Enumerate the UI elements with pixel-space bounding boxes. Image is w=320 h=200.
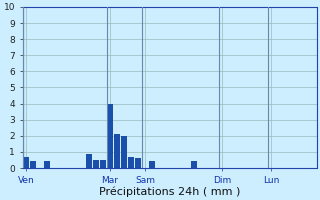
Bar	[100, 160, 106, 168]
Bar	[114, 134, 120, 168]
Bar	[191, 161, 197, 168]
Bar	[93, 160, 99, 168]
Bar	[30, 161, 36, 168]
Bar	[23, 157, 29, 168]
Bar	[86, 154, 92, 168]
X-axis label: Précipitations 24h ( mm ): Précipitations 24h ( mm )	[99, 186, 240, 197]
Bar	[135, 158, 141, 168]
Bar	[121, 136, 127, 168]
Bar	[44, 161, 50, 168]
Bar	[128, 157, 134, 168]
Bar	[149, 161, 155, 168]
Bar	[107, 104, 113, 168]
